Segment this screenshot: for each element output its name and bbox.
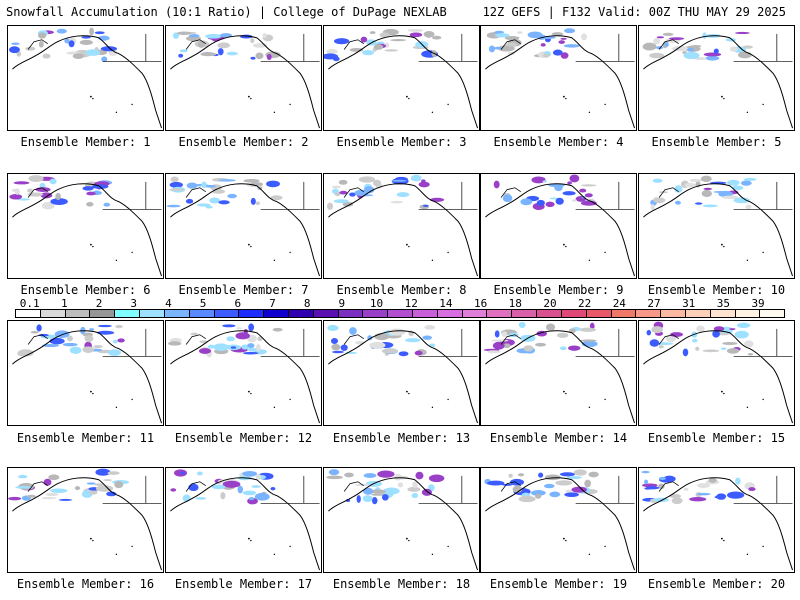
colorbar (15, 309, 785, 318)
colorbar-swatch (90, 310, 116, 317)
colorbar-swatch (140, 310, 165, 317)
colorbar-swatch (710, 310, 736, 317)
member-label-20: Ensemble Member: 20 (647, 577, 786, 591)
map-panel-5 (638, 25, 795, 131)
member-label-3: Ensemble Member: 3 (336, 135, 467, 149)
colorbar-swatch (462, 310, 488, 317)
member-label-15: Ensemble Member: 15 (647, 431, 786, 445)
member-label-10: Ensemble Member: 10 (647, 283, 786, 297)
colorbar-swatch (189, 310, 215, 317)
colorbar-tick-label: 1 (61, 297, 68, 310)
colorbar-swatch (264, 310, 289, 317)
map-panel-7 (165, 173, 322, 279)
colorbar-tick-label: 0.1 (19, 297, 40, 310)
colorbar-swatch (537, 310, 562, 317)
colorbar-tick-label: 12 (404, 297, 418, 310)
colorbar-swatch (239, 310, 265, 317)
colorbar-tick-label: 5 (199, 297, 207, 310)
map-title: Snowfall Accumulation (10:1 Ratio) | Col… (6, 5, 447, 19)
colorbar-swatch (16, 310, 41, 317)
colorbar-tick-label: 4 (165, 297, 172, 310)
map-panel-15 (638, 320, 795, 426)
map-panel-4 (480, 25, 637, 131)
colorbar-swatch (65, 310, 91, 317)
member-label-5: Ensemble Member: 5 (651, 135, 782, 149)
member-label-13: Ensemble Member: 13 (332, 431, 471, 445)
map-panel-17 (165, 467, 322, 573)
map-panel-6 (7, 173, 164, 279)
colorbar-tick-label: 27 (647, 297, 661, 310)
map-panel-16 (7, 467, 164, 573)
colorbar-swatch (363, 310, 389, 317)
colorbar-tick-label: 24 (612, 297, 626, 310)
map-panel-10 (638, 173, 795, 279)
colorbar-swatch (214, 310, 240, 317)
colorbar-tick-label: 7 (269, 297, 276, 310)
map-panel-20 (638, 467, 795, 573)
map-panel-11 (7, 320, 164, 426)
member-label-11: Ensemble Member: 11 (16, 431, 155, 445)
colorbar-tick-label: 20 (543, 297, 557, 310)
colorbar-swatch (760, 310, 785, 317)
colorbar-tick-label: 31 (682, 297, 696, 310)
colorbar-tick-label: 8 (303, 297, 311, 310)
colorbar-swatch (586, 310, 612, 317)
map-panel-3 (323, 25, 480, 131)
map-panel-1 (7, 25, 164, 131)
colorbar-swatch (338, 310, 364, 317)
member-label-1: Ensemble Member: 1 (20, 135, 151, 149)
map-panel-13 (323, 320, 480, 426)
colorbar-swatch (388, 310, 413, 317)
member-label-12: Ensemble Member: 12 (174, 431, 313, 445)
map-panel-18 (323, 467, 480, 573)
colorbar-tick-label: 9 (338, 297, 346, 310)
colorbar-swatch (636, 310, 662, 317)
colorbar-swatch (40, 310, 66, 317)
colorbar-tick-label: 2 (95, 297, 103, 310)
member-label-17: Ensemble Member: 17 (174, 577, 313, 591)
map-panel-8 (323, 173, 480, 279)
colorbar-tick-label: 3 (130, 297, 138, 310)
member-label-14: Ensemble Member: 14 (489, 431, 628, 445)
colorbar-swatch (115, 310, 141, 317)
map-panel-14 (480, 320, 637, 426)
colorbar-swatch (487, 310, 513, 317)
colorbar-tick-label: 6 (234, 297, 242, 310)
map-panel-2 (165, 25, 322, 131)
member-label-9: Ensemble Member: 9 (493, 283, 624, 297)
colorbar-swatch (288, 310, 314, 317)
colorbar-swatch (164, 310, 190, 317)
colorbar-swatch (413, 310, 438, 317)
colorbar-tick-label: 35 (716, 297, 730, 310)
colorbar-swatch (313, 310, 339, 317)
colorbar-swatch (685, 310, 711, 317)
colorbar-swatch (735, 310, 761, 317)
colorbar-tick-label: 10 (369, 297, 384, 310)
colorbar-tick-label: 39 (751, 297, 765, 310)
colorbar-tick-label: 22 (578, 297, 592, 310)
colorbar-swatch (437, 310, 463, 317)
colorbar-swatch (512, 310, 538, 317)
member-label-7: Ensemble Member: 7 (178, 283, 309, 297)
colorbar-swatch (611, 310, 637, 317)
colorbar-tick-label: 18 (508, 297, 522, 310)
member-label-2: Ensemble Member: 2 (178, 135, 309, 149)
member-label-16: Ensemble Member: 16 (16, 577, 155, 591)
map-panel-12 (165, 320, 322, 426)
member-label-6: Ensemble Member: 6 (20, 283, 151, 297)
map-panel-9 (480, 173, 637, 279)
map-panel-19 (480, 467, 637, 573)
model-run-info: 12Z GEFS | F132 Valid: 00Z THU MAY 29 20… (482, 5, 786, 19)
colorbar-swatch (661, 310, 686, 317)
member-label-4: Ensemble Member: 4 (493, 135, 624, 149)
colorbar-tick-label: 16 (473, 297, 488, 310)
member-label-18: Ensemble Member: 18 (332, 577, 471, 591)
member-label-19: Ensemble Member: 19 (489, 577, 628, 591)
member-label-8: Ensemble Member: 8 (336, 283, 467, 297)
colorbar-tick-label: 14 (439, 297, 453, 310)
colorbar-swatch (561, 310, 587, 317)
colorbar-labels: 0.1 1 2 3 4 5 6 7 8 9 10 12 14 16 18 20 22 24 27 31 35 39 (15, 297, 785, 310)
